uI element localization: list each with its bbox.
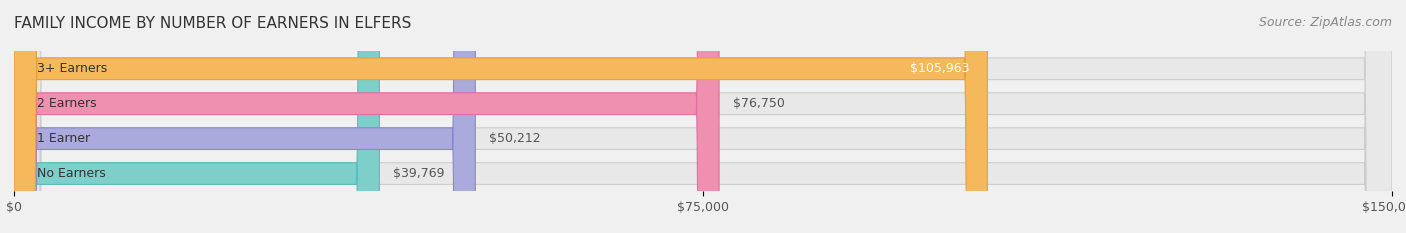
Text: $50,212: $50,212 bbox=[489, 132, 541, 145]
FancyBboxPatch shape bbox=[14, 0, 1392, 233]
FancyBboxPatch shape bbox=[14, 0, 987, 233]
Text: $105,963: $105,963 bbox=[910, 62, 969, 75]
FancyBboxPatch shape bbox=[14, 0, 1392, 233]
Text: FAMILY INCOME BY NUMBER OF EARNERS IN ELFERS: FAMILY INCOME BY NUMBER OF EARNERS IN EL… bbox=[14, 16, 412, 31]
Text: $39,769: $39,769 bbox=[394, 167, 444, 180]
FancyBboxPatch shape bbox=[14, 0, 380, 233]
FancyBboxPatch shape bbox=[14, 0, 718, 233]
FancyBboxPatch shape bbox=[14, 0, 475, 233]
Text: 3+ Earners: 3+ Earners bbox=[37, 62, 107, 75]
FancyBboxPatch shape bbox=[14, 0, 1392, 233]
Text: 2 Earners: 2 Earners bbox=[37, 97, 97, 110]
FancyBboxPatch shape bbox=[14, 0, 1392, 233]
Text: $76,750: $76,750 bbox=[733, 97, 785, 110]
Text: No Earners: No Earners bbox=[37, 167, 105, 180]
Text: 1 Earner: 1 Earner bbox=[37, 132, 90, 145]
Text: Source: ZipAtlas.com: Source: ZipAtlas.com bbox=[1258, 16, 1392, 29]
